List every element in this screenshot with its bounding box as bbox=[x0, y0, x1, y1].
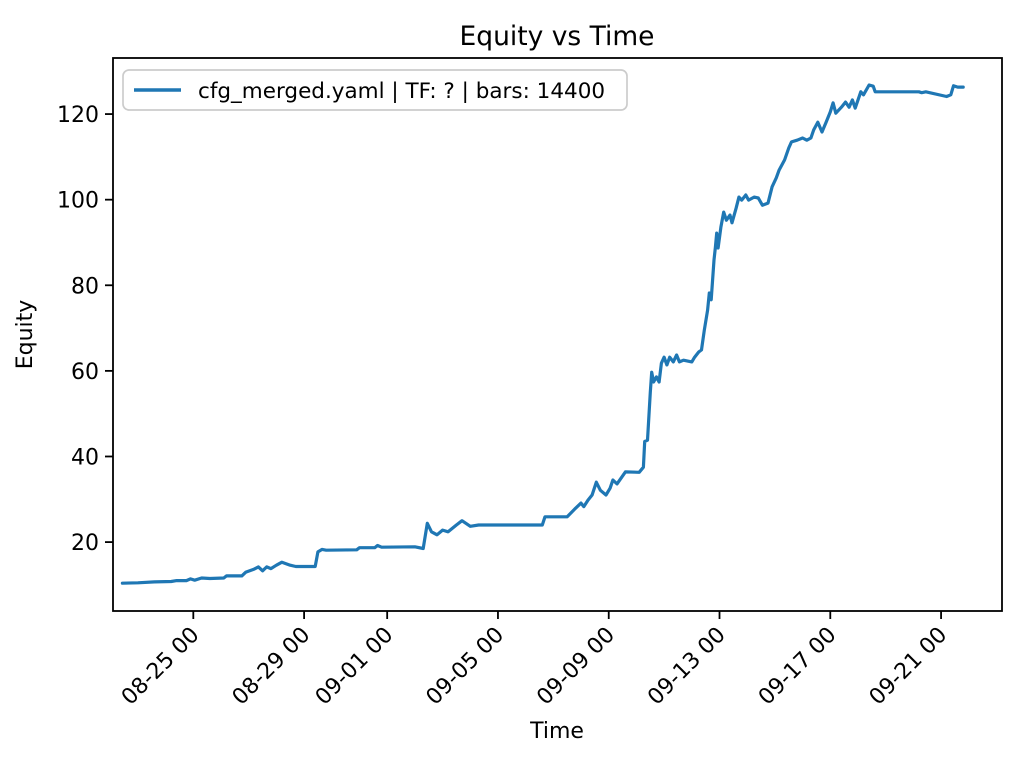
x-tick-label: 09-17 00 bbox=[754, 623, 842, 711]
x-axis-label: Time bbox=[529, 719, 584, 744]
x-tick-label: 09-13 00 bbox=[643, 623, 731, 711]
plot-area bbox=[113, 58, 1002, 611]
chart-title: Equity vs Time bbox=[460, 21, 655, 52]
y-tick-label: 80 bbox=[71, 274, 99, 299]
y-tick-label: 40 bbox=[71, 445, 99, 470]
axes-frame bbox=[112, 57, 1003, 612]
legend-label: cfg_merged.yaml | TF: ? | bars: 14400 bbox=[198, 79, 605, 104]
legend: cfg_merged.yaml | TF: ? | bars: 14400 bbox=[122, 69, 628, 111]
y-tick-label: 120 bbox=[57, 103, 99, 128]
x-tick-label: 08-25 00 bbox=[117, 623, 205, 711]
y-axis-label: Equity bbox=[13, 300, 38, 370]
y-tick-label: 20 bbox=[71, 531, 99, 556]
x-tick-label: 09-09 00 bbox=[532, 623, 620, 711]
equity-line-series bbox=[120, 83, 965, 585]
x-tick-label: 09-01 00 bbox=[311, 623, 399, 711]
x-tick-label: 08-29 00 bbox=[228, 623, 316, 711]
x-tick-label: 09-21 00 bbox=[865, 623, 953, 711]
y-tick-label: 60 bbox=[71, 360, 99, 385]
legend-frame bbox=[122, 69, 628, 111]
y-tick-label: 100 bbox=[57, 189, 99, 214]
y-axis-ticks: 20 40 60 80 100 120 bbox=[57, 103, 113, 556]
x-tick-label: 09-05 00 bbox=[422, 623, 510, 711]
equity-line bbox=[120, 83, 965, 585]
